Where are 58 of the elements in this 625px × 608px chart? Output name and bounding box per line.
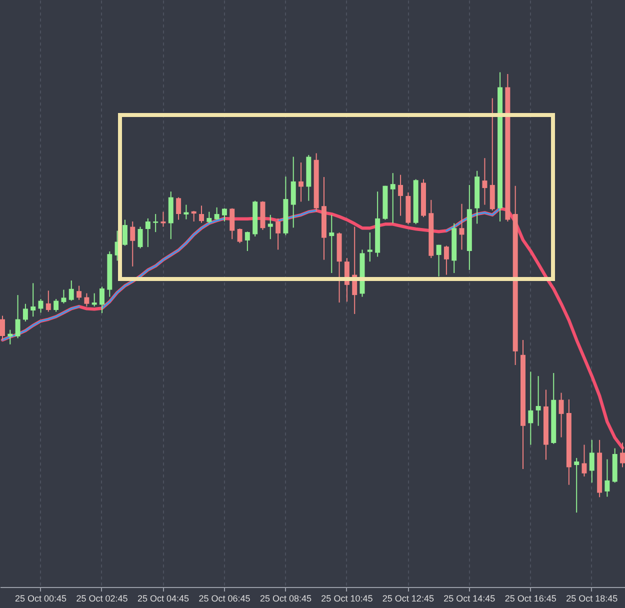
candlestick	[620, 442, 625, 468]
candlestick	[191, 210, 196, 222]
candlestick	[222, 208, 227, 222]
candlestick	[214, 206, 220, 220]
x-tick-label: 25 Oct 18:45	[566, 594, 618, 604]
candlestick	[184, 204, 189, 220]
candlestick	[100, 286, 104, 314]
candlestick	[46, 290, 51, 312]
candlestick	[130, 221, 136, 267]
candlestick	[0, 315, 5, 340]
candlestick	[22, 303, 28, 322]
x-tick-label: 25 Oct 14:45	[444, 594, 496, 604]
candlestick	[436, 244, 442, 278]
candlestick	[268, 214, 273, 240]
candlestick	[199, 205, 204, 224]
candlestick	[122, 219, 128, 246]
candlestick	[589, 439, 594, 484]
x-tick-label: 25 Oct 12:45	[382, 594, 434, 604]
candlestick	[206, 211, 212, 224]
candlestick	[92, 292, 97, 307]
x-tick-label: 25 Oct 04:45	[137, 594, 190, 604]
candlestick	[68, 280, 74, 302]
candlestick	[30, 282, 36, 318]
candlestick	[230, 208, 235, 240]
candlestick	[237, 228, 242, 244]
candlestick	[367, 232, 372, 262]
candlestick	[153, 214, 158, 233]
candlestick	[84, 292, 90, 307]
x-tick-label: 25 Oct 00:45	[14, 594, 67, 604]
candlestick	[176, 196, 182, 220]
candlestick	[604, 458, 610, 498]
candlestick	[390, 172, 396, 224]
candlestick	[459, 203, 464, 250]
x-tick-label: 25 Oct 08:45	[260, 594, 312, 604]
candlestick	[244, 231, 250, 252]
candlestick	[536, 376, 541, 426]
candlestick	[145, 218, 150, 248]
candlestick	[138, 226, 143, 249]
candlestick	[398, 174, 404, 216]
candlestick	[528, 371, 534, 446]
candlestick	[482, 158, 488, 206]
candlestick	[8, 329, 13, 345]
candlestick	[444, 245, 449, 276]
candlestick	[329, 214, 334, 274]
x-tick-label: 25 Oct 16:45	[504, 594, 556, 604]
candlestick	[54, 298, 59, 312]
candlestick	[298, 162, 304, 202]
candlestick	[160, 211, 166, 228]
x-tick-label: 25 Oct 06:45	[198, 594, 250, 604]
candlestick	[15, 294, 20, 339]
candlestick	[61, 289, 66, 304]
x-tick-label: 25 Oct 02:45	[76, 594, 128, 604]
candlestick	[276, 218, 281, 250]
candlestick	[558, 392, 564, 438]
x-tick-label: 25 Oct 10:45	[321, 594, 373, 604]
candlestick	[574, 457, 580, 514]
candlestick	[76, 285, 82, 300]
candlestick	[290, 156, 296, 228]
